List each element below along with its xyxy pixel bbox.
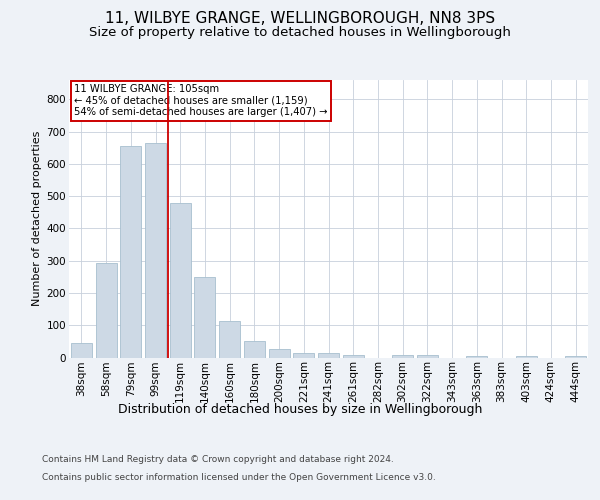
Bar bbox=[71, 343, 92, 357]
Bar bbox=[293, 354, 314, 358]
Bar bbox=[244, 342, 265, 357]
Bar bbox=[219, 321, 240, 358]
Bar bbox=[343, 355, 364, 358]
Y-axis label: Number of detached properties: Number of detached properties bbox=[32, 131, 43, 306]
Text: Distribution of detached houses by size in Wellingborough: Distribution of detached houses by size … bbox=[118, 402, 482, 415]
Bar bbox=[170, 203, 191, 358]
Bar bbox=[120, 146, 141, 358]
Bar bbox=[318, 354, 339, 358]
Bar bbox=[565, 356, 586, 358]
Text: 11 WILBYE GRANGE: 105sqm
← 45% of detached houses are smaller (1,159)
54% of sem: 11 WILBYE GRANGE: 105sqm ← 45% of detach… bbox=[74, 84, 328, 117]
Bar bbox=[392, 355, 413, 358]
Text: Size of property relative to detached houses in Wellingborough: Size of property relative to detached ho… bbox=[89, 26, 511, 39]
Bar bbox=[194, 276, 215, 357]
Bar bbox=[269, 350, 290, 358]
Bar bbox=[516, 356, 537, 358]
Bar bbox=[145, 143, 166, 358]
Bar bbox=[417, 355, 438, 358]
Text: Contains HM Land Registry data © Crown copyright and database right 2024.: Contains HM Land Registry data © Crown c… bbox=[42, 455, 394, 464]
Text: 11, WILBYE GRANGE, WELLINGBOROUGH, NN8 3PS: 11, WILBYE GRANGE, WELLINGBOROUGH, NN8 3… bbox=[105, 11, 495, 26]
Bar bbox=[95, 263, 116, 358]
Text: Contains public sector information licensed under the Open Government Licence v3: Contains public sector information licen… bbox=[42, 472, 436, 482]
Bar bbox=[466, 356, 487, 358]
